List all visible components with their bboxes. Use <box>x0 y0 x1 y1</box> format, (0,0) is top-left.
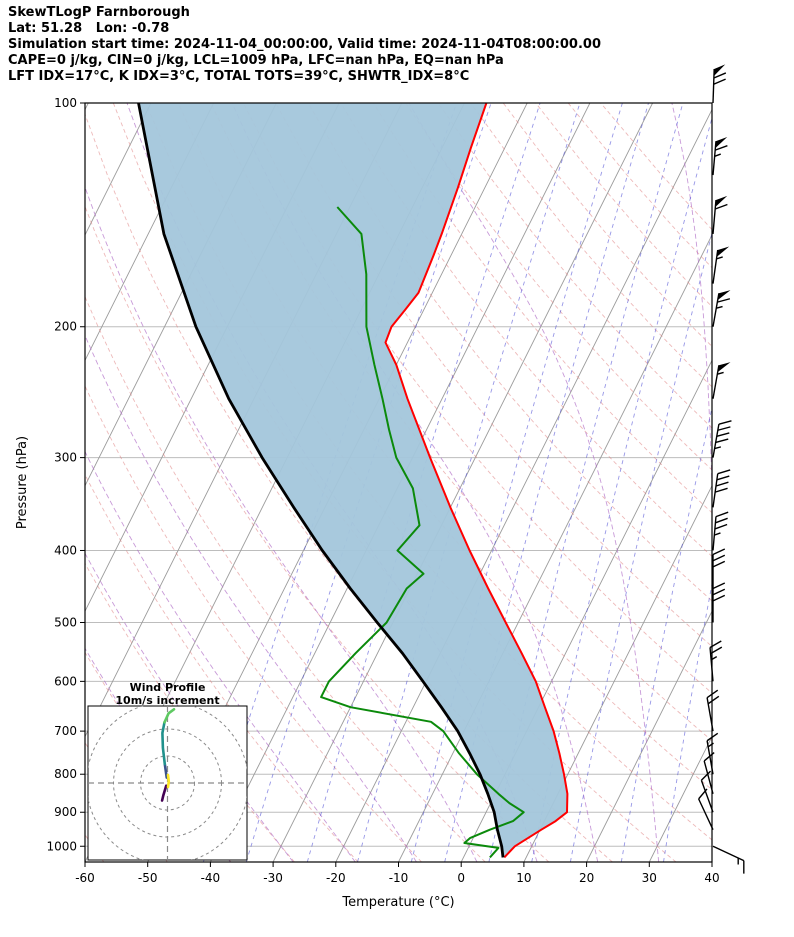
y-tick-label: 600 <box>54 674 77 688</box>
x-tick-label: 30 <box>642 871 657 885</box>
x-tick-label: -20 <box>326 871 346 885</box>
station-location: Lat: 51.28 Lon: -0.78 <box>8 21 170 36</box>
hodograph-title: Wind Profile <box>130 681 206 694</box>
y-tick-label: 700 <box>54 724 77 738</box>
y-tick-label: 1000 <box>46 839 77 853</box>
x-tick-label: 10 <box>516 871 531 885</box>
stability-indices-1: CAPE=0 j/kg, CIN=0 j/kg, LCL=1009 hPa, L… <box>8 53 504 68</box>
hodograph-subtitle: 10m/s increment <box>115 694 219 707</box>
x-tick-label: -30 <box>263 871 283 885</box>
x-tick-label: -10 <box>389 871 409 885</box>
simulation-times: Simulation start time: 2024-11-04_00:00:… <box>8 37 601 52</box>
y-tick-label: 100 <box>54 96 77 110</box>
y-tick-label: 800 <box>54 767 77 781</box>
y-tick-label: 500 <box>54 616 77 630</box>
chart-header: SkewTLogP Farnborough Lat: 51.28 Lon: -0… <box>8 5 601 85</box>
wind-barbs <box>697 64 745 874</box>
x-tick-label: -50 <box>138 871 158 885</box>
y-axis-label: Pressure (hPa) <box>15 436 30 529</box>
x-tick-label: 20 <box>579 871 594 885</box>
x-tick-label: 40 <box>704 871 719 885</box>
x-tick-label: 0 <box>457 871 465 885</box>
hodograph-plot <box>88 706 247 860</box>
x-tick-label: -60 <box>75 871 95 885</box>
stability-indices-2: LFT IDX=17°C, K IDX=3°C, TOTAL TOTS=39°C… <box>8 69 470 84</box>
x-axis-label: Temperature (°C) <box>341 895 454 910</box>
y-tick-label: 400 <box>54 543 77 557</box>
x-tick-label: -40 <box>201 871 221 885</box>
parcel-environment-shading <box>138 103 568 858</box>
y-tick-label: 300 <box>54 451 77 465</box>
chart-title: SkewTLogP Farnborough <box>8 5 190 20</box>
temperature-curve <box>384 103 569 859</box>
y-tick-label: 900 <box>54 805 77 819</box>
dewpoint-curve <box>320 206 525 859</box>
y-tick-label: 200 <box>54 320 77 334</box>
parcel-curve <box>137 103 505 858</box>
